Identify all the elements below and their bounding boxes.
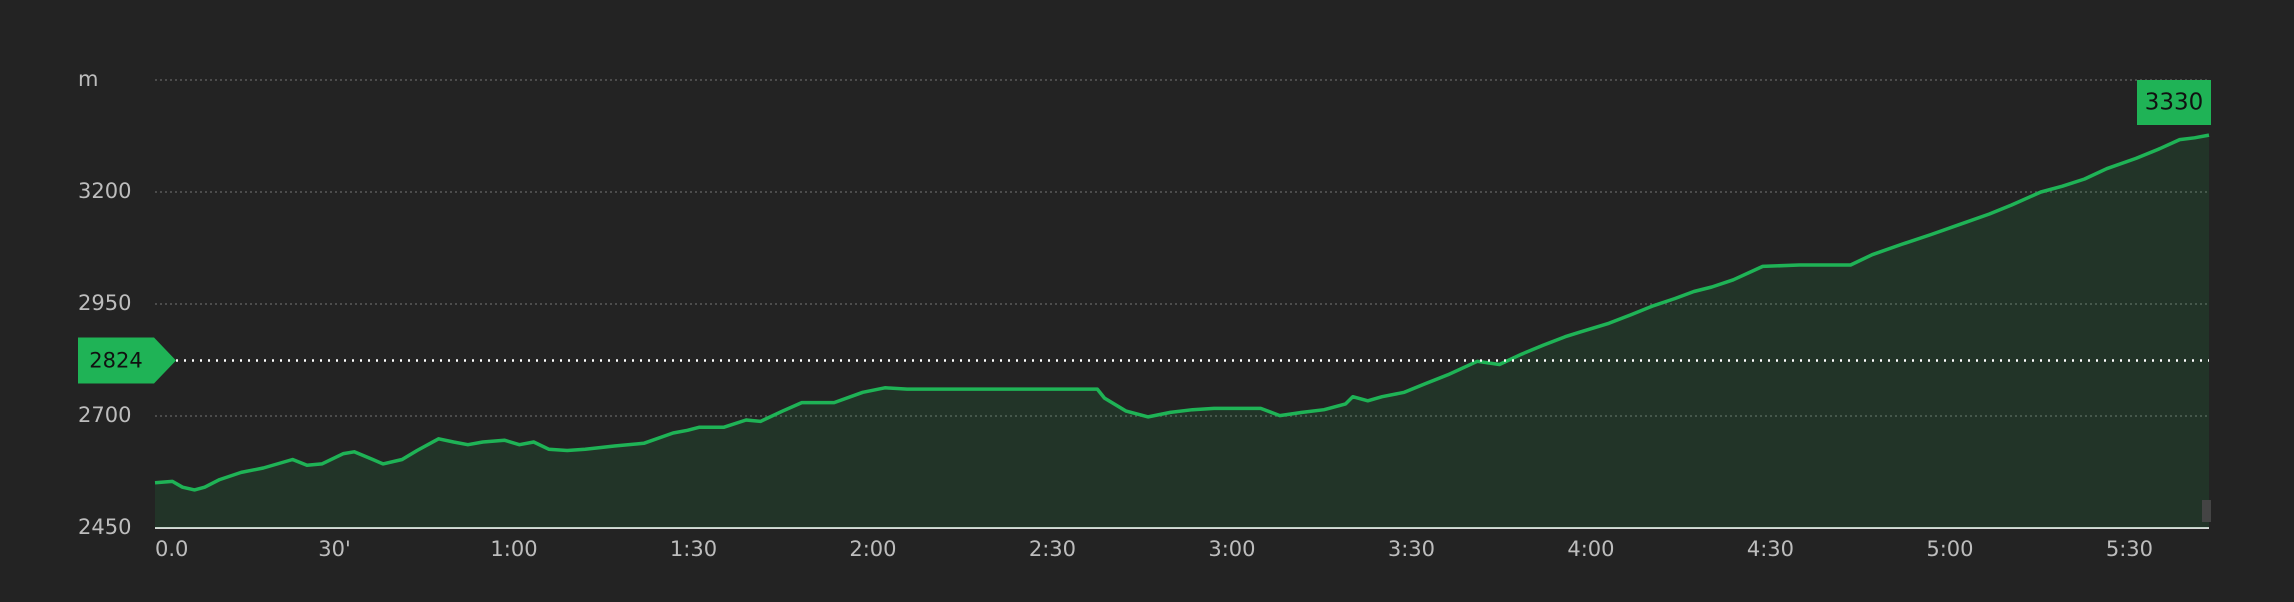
x-tick-label: 30' bbox=[318, 537, 351, 561]
y-tick-label: m bbox=[78, 67, 98, 91]
x-tick-label: 2:00 bbox=[849, 537, 896, 561]
x-tick-label: 4:30 bbox=[1747, 537, 1794, 561]
end-badge bbox=[2137, 80, 2211, 125]
y-tick-label: 3200 bbox=[78, 179, 131, 203]
x-tick-label: 4:00 bbox=[1567, 537, 1614, 561]
x-tick-label: 3:00 bbox=[1208, 537, 1255, 561]
y-tick-label: 2950 bbox=[78, 291, 131, 315]
y-tick-label: 2450 bbox=[78, 515, 131, 539]
x-tick-label: 3:30 bbox=[1388, 537, 1435, 561]
reference-badge bbox=[78, 337, 176, 384]
area-fill bbox=[155, 135, 2209, 528]
y-tick-label: 2700 bbox=[78, 403, 131, 427]
x-tick-label: 5:00 bbox=[1926, 537, 1973, 561]
x-tick-label: 1:30 bbox=[670, 537, 717, 561]
x-tick-label: 2:30 bbox=[1029, 537, 1076, 561]
reference-label: 2824 bbox=[89, 348, 142, 372]
x-tick-label: 5:30 bbox=[2106, 537, 2153, 561]
elevation-line bbox=[154, 133, 2210, 492]
x-tick-label: 1:00 bbox=[490, 537, 537, 561]
scroll-handle bbox=[2202, 500, 2211, 522]
x-tick-label: 0.0 bbox=[155, 537, 188, 561]
end-label: 3330 bbox=[2145, 90, 2204, 116]
